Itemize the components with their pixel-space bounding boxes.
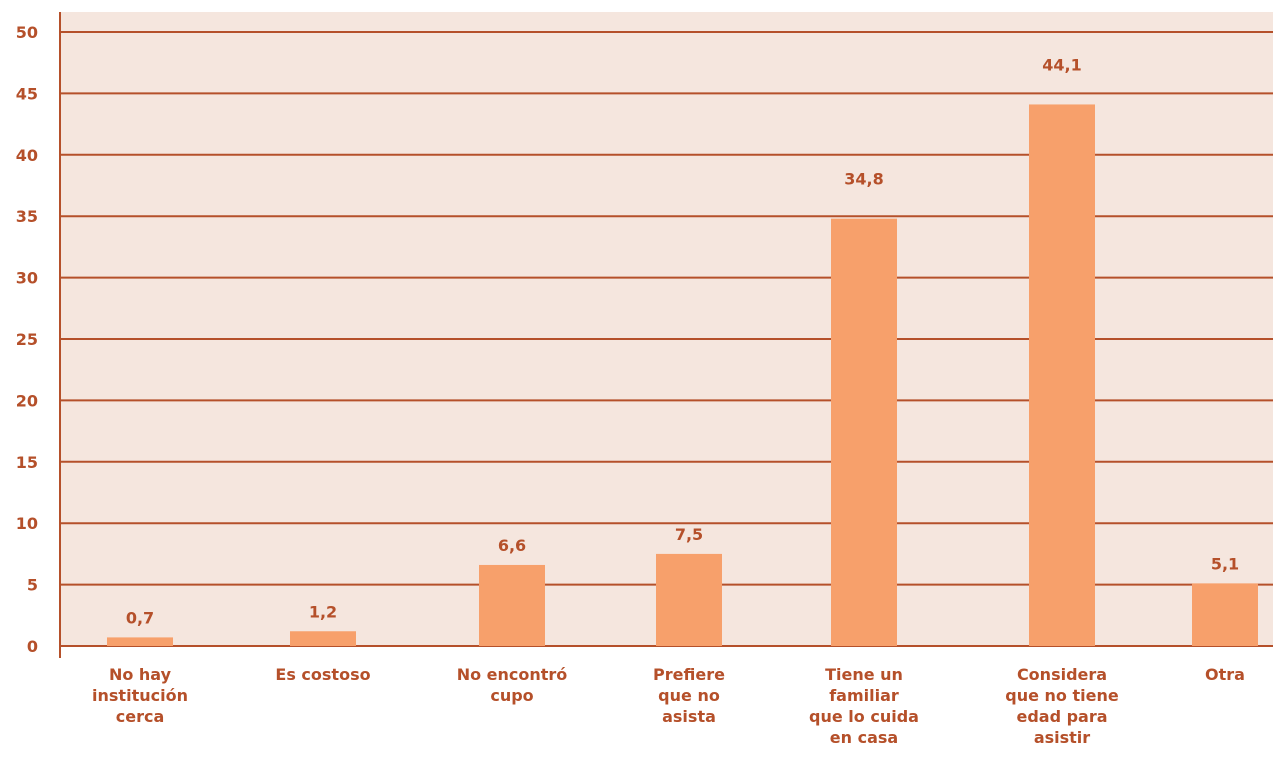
bars (107, 104, 1258, 646)
x-category-label: Prefiere que no asista (653, 665, 725, 726)
x-category-label: No hay institución cerca (92, 665, 188, 726)
x-category-label: Tiene un familiar que lo cuida en casa (809, 665, 919, 747)
bar (656, 553, 722, 646)
bar (479, 564, 545, 646)
x-category-label: No encontró cupo (457, 665, 568, 705)
bar (1029, 104, 1095, 646)
y-tick-label: 45 (16, 84, 38, 103)
x-category-label: Otra (1205, 665, 1245, 684)
y-tick-label: 30 (16, 269, 38, 288)
value-label: 6,6 (498, 536, 526, 555)
value-label: 1,2 (309, 602, 337, 621)
value-label: 7,5 (675, 525, 703, 544)
x-axis-categories: No hay institución cerca Es costoso No encon… (92, 665, 1245, 747)
value-label: 0,7 (126, 608, 154, 627)
bar (290, 631, 356, 646)
value-label: 44,1 (1042, 55, 1081, 74)
y-tick-label: 50 (16, 23, 38, 42)
value-label: 34,8 (844, 170, 883, 189)
y-tick-label: 40 (16, 146, 38, 165)
bar (831, 218, 897, 646)
y-tick-label: 5 (27, 576, 38, 595)
y-axis-ticks: 0 5 10 15 20 25 30 35 40 45 50 (16, 23, 38, 656)
y-tick-label: 10 (16, 514, 38, 533)
y-tick-label: 15 (16, 453, 38, 472)
y-tick-label: 35 (16, 207, 38, 226)
bar (1192, 583, 1258, 646)
value-labels: 0,7 1,2 6,6 7,5 34,8 44,1 5,1 (126, 55, 1239, 627)
y-tick-label: 25 (16, 330, 38, 349)
y-tick-label: 20 (16, 391, 38, 410)
x-category-label: Considera que no tiene edad para asistir (1005, 665, 1119, 747)
y-tick-label: 0 (27, 637, 38, 656)
bar (107, 637, 173, 646)
value-label: 5,1 (1211, 554, 1239, 573)
x-category-label: Es costoso (275, 665, 370, 684)
